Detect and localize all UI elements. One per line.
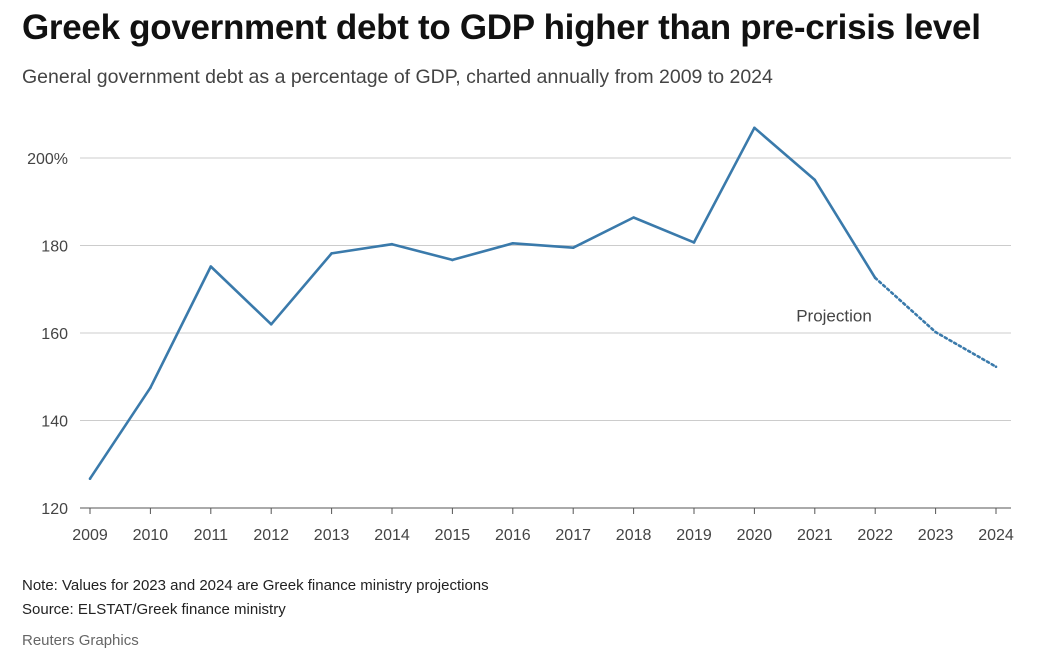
x-tick-label: 2015 bbox=[435, 527, 471, 544]
y-axis-tick-labels: 120 140 160 180 200% bbox=[27, 151, 68, 518]
projection-annotation: Projection bbox=[796, 307, 872, 326]
x-tick-label: 2022 bbox=[857, 527, 893, 544]
data-point bbox=[934, 330, 937, 334]
data-point bbox=[873, 276, 877, 280]
data-point bbox=[632, 216, 635, 219]
x-tick-label: 2020 bbox=[737, 527, 773, 544]
x-tick-label: 2011 bbox=[194, 527, 229, 544]
data-point bbox=[149, 386, 152, 389]
x-axis-tick-labels: 2009 2010 2011 2012 2013 2014 2015 2016 2017 2018… bbox=[72, 527, 1014, 544]
data-points bbox=[88, 126, 998, 480]
x-axis bbox=[80, 507, 1011, 514]
x-tick-label: 2016 bbox=[495, 527, 531, 544]
data-point bbox=[209, 265, 213, 268]
data-point bbox=[753, 126, 756, 130]
x-tick-label: 2024 bbox=[978, 527, 1014, 544]
gridlines bbox=[80, 157, 1011, 421]
source-line: Source: ELSTAT/Greek finance ministry bbox=[22, 601, 286, 618]
x-tick-label: 2010 bbox=[133, 527, 169, 544]
series-lines bbox=[88, 126, 998, 480]
data-point bbox=[390, 242, 394, 246]
x-tick-label: 2018 bbox=[616, 527, 652, 544]
y-tick-label: 160 bbox=[41, 326, 68, 343]
y-tick-label: 140 bbox=[41, 414, 68, 431]
data-point bbox=[511, 242, 515, 245]
x-tick-label: 2017 bbox=[555, 527, 591, 544]
y-tick-label: 180 bbox=[41, 239, 68, 256]
data-point bbox=[330, 252, 333, 255]
data-point bbox=[269, 322, 273, 326]
x-tick-label: 2023 bbox=[918, 527, 954, 544]
credit-line: Reuters Graphics bbox=[22, 632, 139, 649]
data-point bbox=[994, 365, 998, 368]
x-tick-label: 2009 bbox=[72, 527, 108, 544]
data-point bbox=[813, 178, 817, 182]
series-line-projection bbox=[873, 276, 998, 369]
data-point bbox=[451, 258, 454, 262]
chart-title: Greek government debt to GDP higher than… bbox=[22, 8, 981, 47]
footnote: Note: Values for 2023 and 2024 are Greek… bbox=[22, 577, 489, 594]
x-tick-label: 2014 bbox=[374, 527, 410, 544]
y-tick-label: 200% bbox=[27, 151, 68, 168]
annotations: Projection bbox=[796, 307, 872, 326]
y-tick-label: 120 bbox=[41, 501, 68, 518]
chart-subtitle: General government debt as a percentage … bbox=[22, 66, 773, 88]
x-tick-label: 2019 bbox=[676, 527, 712, 544]
data-point bbox=[692, 241, 696, 244]
x-tick-label: 2021 bbox=[797, 527, 833, 544]
x-tick-label: 2013 bbox=[314, 527, 350, 544]
x-tick-label: 2012 bbox=[253, 527, 289, 544]
data-point bbox=[571, 246, 575, 249]
series-line-actual bbox=[88, 126, 877, 480]
data-point bbox=[88, 477, 92, 480]
